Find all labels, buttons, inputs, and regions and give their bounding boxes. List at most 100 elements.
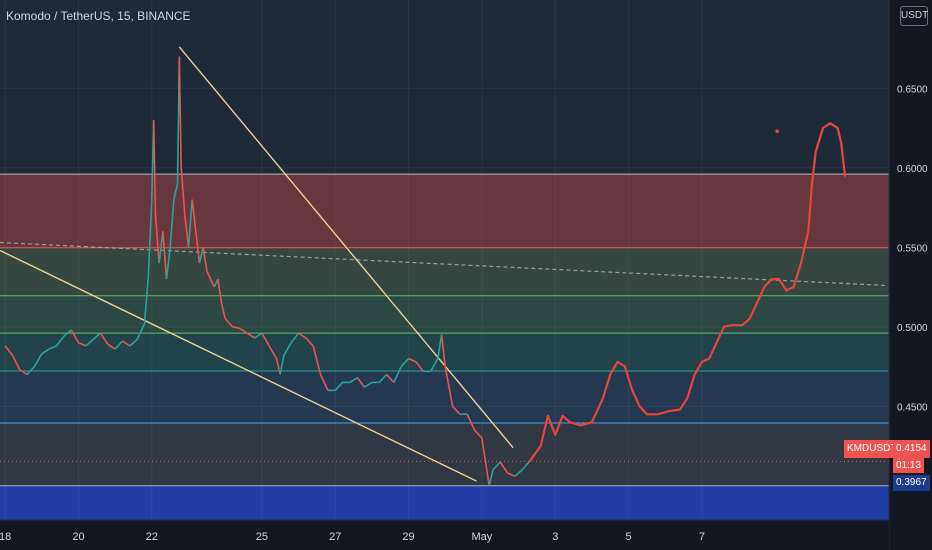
x-tick-label: 20 — [72, 531, 84, 543]
chart-title[interactable]: Komodo / TetherUS, 15, BINANCE — [6, 9, 191, 23]
zone-band — [0, 370, 889, 423]
price-segment — [213, 278, 219, 288]
projection-drawing[interactable] — [528, 122, 847, 463]
price-segment — [70, 329, 80, 344]
x-tick-label: 3 — [552, 531, 558, 543]
price-segment — [298, 332, 307, 339]
price-segment — [466, 413, 476, 431]
price-segment — [437, 334, 443, 359]
price-segment — [312, 345, 322, 375]
price-segment — [429, 358, 439, 372]
zone-band — [0, 247, 889, 296]
price-segment — [154, 215, 160, 264]
price-segment — [122, 340, 131, 347]
price-segment — [11, 355, 21, 371]
x-tick-label: 27 — [329, 531, 341, 543]
price-segment — [63, 329, 72, 337]
x-axis-ticks: 18 20 22 25 27 29 May 3 5 7 — [0, 531, 705, 543]
price-segment — [305, 337, 314, 347]
price-segment — [393, 366, 402, 383]
price-segment — [385, 373, 395, 383]
x-tick-label: 29 — [402, 531, 414, 543]
y-tick-label: 0.6500 — [897, 84, 928, 95]
overlay-lines — [0, 46, 889, 482]
x-tick-label: 5 — [626, 531, 632, 543]
price-segment — [107, 343, 116, 350]
price-segment — [198, 247, 204, 264]
price-segment — [246, 332, 255, 339]
price-segment — [283, 342, 292, 356]
zone-band — [0, 295, 889, 334]
price-segment — [152, 120, 157, 216]
price-segment — [521, 460, 531, 471]
price-segment — [195, 231, 201, 264]
price-segment — [378, 373, 388, 383]
price-segment — [334, 381, 344, 391]
price-segment — [484, 461, 491, 486]
y-tick-label: 0.4500 — [897, 402, 928, 413]
price-segment — [451, 405, 461, 415]
price-segment — [48, 345, 57, 350]
low-price-tag: 0.3967 — [893, 475, 930, 491]
x-tick-label: 25 — [256, 531, 268, 543]
price-segment — [173, 183, 179, 200]
price-segment — [41, 348, 50, 355]
price-segment — [19, 369, 28, 376]
price-segment — [473, 429, 483, 439]
price-segment — [254, 332, 263, 339]
price-segment — [99, 332, 109, 345]
price-segment — [55, 335, 65, 347]
price-segment — [279, 355, 285, 375]
x-tick-label: 7 — [699, 531, 705, 543]
price-segment — [147, 199, 153, 280]
trend-line — [0, 249, 477, 482]
price-segment — [507, 472, 516, 478]
price-segment — [165, 247, 171, 280]
currency-unit-button[interactable]: USDT — [900, 6, 928, 26]
price-segment — [444, 366, 454, 407]
price-segment — [408, 357, 417, 363]
price-segment — [26, 366, 36, 376]
price-segment — [184, 215, 190, 248]
price-segment — [488, 469, 494, 486]
price-segment — [224, 318, 234, 328]
countdown-tag: 01:13 — [893, 458, 925, 473]
zone-band — [0, 174, 889, 248]
price-segment — [481, 437, 487, 463]
time-axis-panel[interactable] — [0, 520, 889, 550]
trend-line — [178, 46, 514, 449]
y-axis-ticks: 0.4500 0.5000 0.5500 0.6000 0.6500 — [897, 84, 928, 413]
price-segment — [319, 374, 329, 391]
y-tick-label: 0.5500 — [897, 243, 928, 254]
dashed-average-line — [0, 241, 886, 287]
price-segment — [143, 279, 149, 324]
x-tick-label: 22 — [146, 531, 158, 543]
level-lines — [0, 173, 889, 487]
price-segment — [78, 341, 87, 347]
x-tick-label: May — [472, 531, 493, 543]
grid-lines — [0, 0, 889, 520]
price-segment — [275, 358, 281, 375]
price-segment — [85, 338, 94, 347]
price-segment — [514, 469, 523, 477]
y-tick-label: 0.6000 — [897, 164, 928, 175]
plot-area — [0, 0, 889, 520]
price-segment — [129, 338, 138, 347]
price-segment — [136, 323, 146, 340]
price-segment — [4, 345, 14, 356]
symbol-tag[interactable]: KMDUSDT — [844, 440, 900, 458]
price-segment — [492, 461, 501, 471]
price-segment — [400, 358, 410, 368]
price-segment — [209, 278, 215, 288]
price-segment — [232, 326, 241, 330]
zone-band — [0, 485, 889, 520]
price-segment — [33, 353, 43, 367]
price-segment — [114, 340, 124, 350]
price-segment — [349, 377, 358, 384]
price-segment — [180, 167, 186, 216]
last-price-tag: 0.4154 — [893, 440, 930, 458]
price-segment — [220, 302, 226, 320]
price-segment — [356, 377, 366, 388]
